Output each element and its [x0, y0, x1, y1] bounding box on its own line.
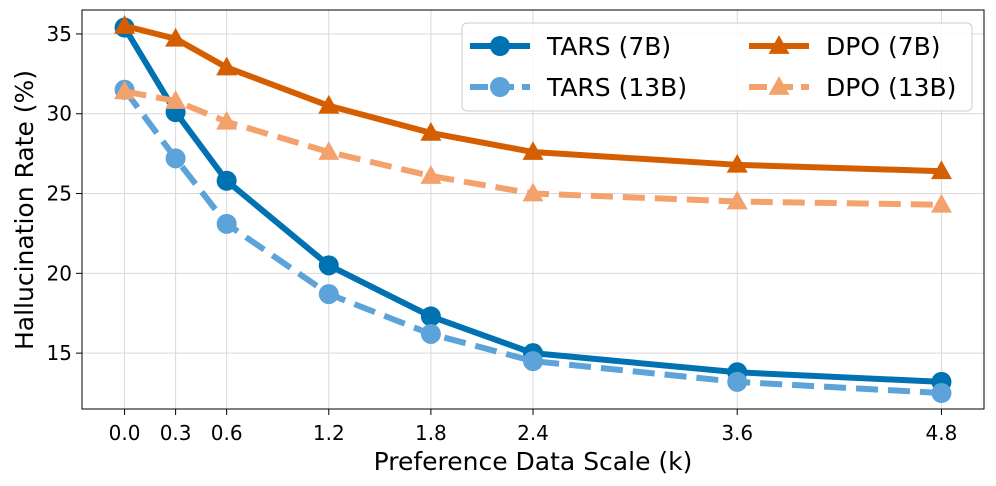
series-line: [122, 88, 942, 397]
y-tick-label-3: 30: [47, 102, 72, 126]
data-point-2: [216, 170, 237, 191]
data-point-0: [114, 80, 136, 100]
data-point-3: [318, 94, 340, 114]
legend-entry-2: TARS (13B): [470, 73, 687, 102]
legend-entry-0: TARS (7B): [470, 32, 671, 61]
data-point-5: [522, 182, 544, 202]
data-point-4: [420, 306, 441, 327]
legend-entry-1: DPO (7B): [749, 32, 941, 61]
legend-label: TARS (13B): [546, 73, 687, 102]
series-line: [121, 26, 942, 385]
data-point-1: [165, 148, 186, 169]
data-point-7: [930, 193, 952, 213]
x-tick-label-1: 0.3: [160, 421, 192, 445]
legend-entry-3: DPO (13B): [749, 73, 956, 102]
y-axis-ticks: 15 20 25 30 35: [47, 22, 82, 365]
x-axis-label: Preference Data Scale (k): [374, 447, 693, 476]
data-point-4: [420, 323, 441, 344]
series-dpo-7b: [114, 15, 952, 180]
x-axis-ticks: 0.0 0.3 0.6 1.2 1.8 2.4 3.6 4.8: [109, 409, 958, 445]
legend-marker: [490, 36, 510, 56]
data-point-2: [216, 56, 238, 76]
x-tick-label-0: 0.0: [109, 421, 141, 445]
legend-label: TARS (7B): [546, 32, 671, 61]
y-tick-label-1: 20: [47, 261, 72, 285]
data-point-6: [727, 371, 748, 392]
x-tick-label-2: 0.6: [211, 421, 243, 445]
x-tick-label-3: 1.2: [313, 421, 345, 445]
y-tick-label-0: 15: [47, 341, 72, 365]
legend-label: DPO (7B): [826, 32, 941, 61]
data-point-2: [216, 213, 237, 234]
data-point-4: [420, 122, 442, 141]
data-point-5: [522, 141, 544, 160]
series-line: [123, 88, 942, 208]
legend-marker: [490, 77, 510, 97]
data-point-3: [318, 284, 339, 305]
x-tick-label-5: 2.4: [517, 421, 549, 445]
data-point-3: [318, 141, 340, 160]
data-point-3: [318, 255, 339, 276]
data-point-4: [420, 165, 442, 184]
data-point-1: [165, 90, 187, 109]
data-point-2: [216, 110, 238, 130]
legend-marker: [768, 76, 790, 95]
x-tick-label-6: 3.6: [721, 421, 753, 445]
y-axis-label: Hallucination Rate (%): [10, 70, 39, 350]
data-point-6: [726, 153, 748, 173]
x-tick-label-4: 1.8: [415, 421, 447, 445]
y-tick-label-4: 35: [47, 22, 72, 46]
data-point-1: [165, 27, 187, 47]
legend-marker: [768, 35, 790, 54]
legend-label: DPO (13B): [826, 73, 956, 102]
data-point-7: [930, 160, 952, 180]
x-tick-label-7: 4.8: [926, 421, 958, 445]
series-layer: [114, 15, 952, 404]
data-point-0: [114, 15, 136, 34]
data-point-6: [726, 190, 748, 210]
series-dpo-13b: [114, 80, 952, 213]
legend-box: [461, 22, 973, 112]
legend: TARS (7B) DPO (7B) TARS (13B) DPO (13B): [461, 22, 973, 112]
y-tick-label-2: 25: [47, 182, 72, 206]
series-tars-13b: [114, 79, 952, 404]
data-point-5: [523, 351, 543, 372]
data-point-7: [931, 383, 952, 404]
